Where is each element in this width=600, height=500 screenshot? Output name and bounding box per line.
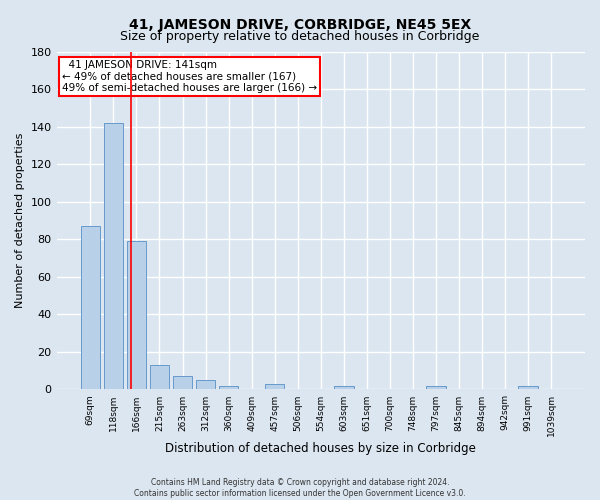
- Text: Size of property relative to detached houses in Corbridge: Size of property relative to detached ho…: [121, 30, 479, 43]
- Bar: [426, 386, 446, 390]
- Bar: [104, 123, 123, 390]
- Text: 41, JAMESON DRIVE, CORBRIDGE, NE45 5EX: 41, JAMESON DRIVE, CORBRIDGE, NE45 5EX: [129, 18, 471, 32]
- Bar: [127, 241, 146, 390]
- Bar: [149, 365, 169, 390]
- Text: Contains HM Land Registry data © Crown copyright and database right 2024.
Contai: Contains HM Land Registry data © Crown c…: [134, 478, 466, 498]
- Text: 41 JAMESON DRIVE: 141sqm  
← 49% of detached houses are smaller (167)
49% of sem: 41 JAMESON DRIVE: 141sqm ← 49% of detach…: [62, 60, 317, 93]
- Bar: [219, 386, 238, 390]
- Bar: [334, 386, 353, 390]
- X-axis label: Distribution of detached houses by size in Corbridge: Distribution of detached houses by size …: [166, 442, 476, 455]
- Bar: [265, 384, 284, 390]
- Bar: [196, 380, 215, 390]
- Y-axis label: Number of detached properties: Number of detached properties: [15, 133, 25, 308]
- Bar: [80, 226, 100, 390]
- Bar: [173, 376, 193, 390]
- Bar: [518, 386, 538, 390]
